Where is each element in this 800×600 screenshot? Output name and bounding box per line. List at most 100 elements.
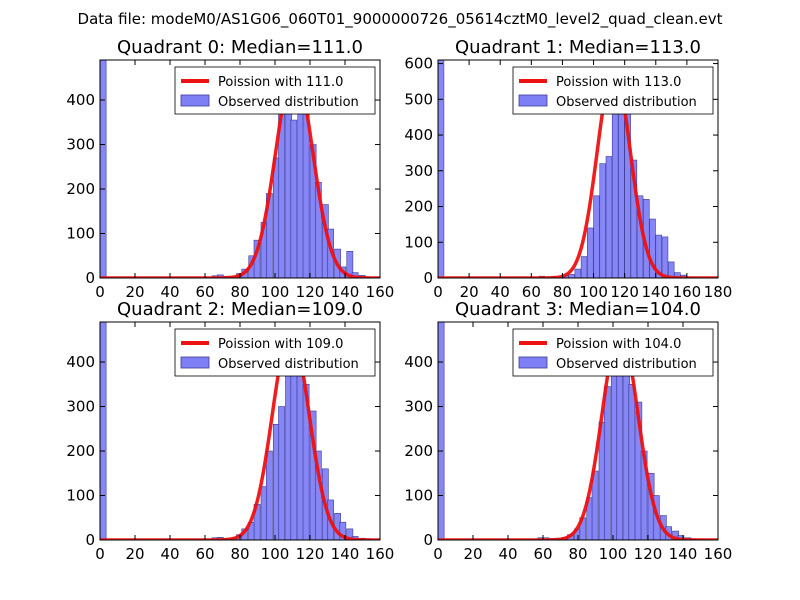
axes-frame [437, 59, 719, 279]
x-tick-label: 60 [522, 283, 541, 301]
x-tick-label: 100 [261, 545, 290, 563]
x-tick-label: 0 [433, 283, 443, 301]
panel-title: Quadrant 3: Median=104.0 [455, 299, 701, 320]
quadrant-2-panel: Quadrant 2: Median=109.0 0 20 40 60 80 100 120… [66, 299, 394, 563]
x-tick-label: 40 [160, 545, 179, 563]
legend-label-observed: Observed distribution [218, 357, 359, 372]
histogram-bar [628, 383, 636, 540]
histogram-bar [655, 234, 662, 278]
y-tick-label: 200 [66, 180, 95, 198]
histogram-bar [290, 119, 298, 278]
x-tick-label: 140 [669, 545, 698, 563]
y-tick-label: 200 [66, 442, 95, 460]
legend-label-observed: Observed distribution [218, 95, 359, 110]
x-tick-label: 80 [230, 283, 249, 301]
x-tick-label: 20 [463, 545, 482, 563]
x-tick-label: 0 [433, 545, 443, 563]
histogram-bar [574, 268, 582, 278]
x-tick-label: 80 [553, 283, 572, 301]
x-tick-label: 0 [95, 545, 105, 563]
x-tick-label: 80 [568, 545, 587, 563]
histogram-bar [568, 274, 575, 278]
x-tick-label: 40 [160, 283, 179, 301]
x-tick-label: 140 [331, 545, 360, 563]
y-tick-label: 0 [423, 531, 433, 549]
x-tick-label: 40 [498, 545, 517, 563]
histogram-bar [605, 156, 613, 278]
histogram-bar [346, 528, 354, 540]
y-tick-label: 300 [66, 398, 95, 416]
histogram-bar [611, 102, 619, 278]
x-tick-label: 60 [195, 545, 214, 563]
histogram-bar [100, 60, 107, 278]
histogram-bar [649, 218, 656, 278]
quadrant-1-panel: Quadrant 1: Median=113.0 0 20 40 60 80 100 120… [404, 37, 732, 301]
histogram-bar [661, 236, 669, 278]
legend-label-poisson: Poission with 113.0 [556, 75, 681, 90]
legend-label-observed: Observed distribution [556, 357, 697, 372]
figure-suptitle: Data file: modeM0/AS1G06_060T01_90000007… [78, 10, 723, 29]
x-tick-label: 140 [331, 283, 360, 301]
histogram-bar [278, 406, 285, 540]
quadrant-3-panel: Quadrant 3: Median=104.0 0 20 40 60 80 100 120… [404, 299, 732, 563]
x-tick-label: 20 [125, 545, 144, 563]
histogram-bar [630, 159, 638, 278]
y-tick-label: 400 [66, 353, 95, 371]
x-tick-label: 160 [366, 283, 395, 301]
histogram-bar [667, 261, 675, 278]
x-tick-label: 60 [533, 545, 552, 563]
histogram-bar [265, 450, 273, 540]
y-tick-label: 0 [423, 269, 433, 287]
histogram-bar [438, 322, 445, 540]
x-tick-label: 120 [610, 283, 639, 301]
legend-bar-swatch [180, 356, 210, 369]
legend: Poission with 111.0 Observed distribution [174, 66, 376, 115]
histogram-bar [339, 521, 347, 540]
x-tick-label: 100 [579, 283, 608, 301]
legend-bar-swatch [518, 356, 548, 369]
legend-label-poisson: Poission with 109.0 [218, 337, 343, 352]
x-tick-label: 140 [641, 283, 670, 301]
histogram-bar [674, 272, 681, 278]
x-tick-label: 160 [366, 545, 395, 563]
x-tick-label: 160 [673, 283, 702, 301]
y-tick-label: 100 [66, 487, 95, 505]
y-tick-label: 600 [404, 55, 433, 73]
panel-title: Quadrant 1: Median=113.0 [455, 37, 701, 58]
bars-layer [438, 322, 718, 540]
x-tick-label: 80 [230, 545, 249, 563]
histogram-bar [580, 256, 588, 278]
y-tick-label: 300 [404, 162, 433, 180]
histogram-bar [587, 227, 594, 278]
y-tick-label: 100 [66, 225, 95, 243]
histogram-bar [438, 60, 445, 278]
legend-bar-swatch [180, 94, 210, 107]
histogram-bar [290, 368, 298, 540]
quadrant-0-panel: Quadrant 0: Median=111.0 0 20 40 60 80 100 120… [66, 37, 394, 301]
y-tick-label: 300 [66, 136, 95, 154]
poisson-curve [438, 329, 718, 540]
x-tick-label: 120 [296, 545, 325, 563]
x-tick-label: 60 [195, 283, 214, 301]
y-tick-label: 400 [66, 91, 95, 109]
y-tick-label: 200 [404, 198, 433, 216]
y-tick-label: 100 [404, 233, 433, 251]
y-tick-label: 0 [85, 531, 95, 549]
x-tick-label: 40 [491, 283, 510, 301]
y-tick-label: 500 [404, 90, 433, 108]
panel-title: Quadrant 2: Median=109.0 [117, 299, 363, 320]
legend: Poission with 104.0 Observed distribution [512, 328, 714, 377]
y-tick-label: 100 [404, 487, 433, 505]
legend-bar-swatch [518, 94, 548, 107]
histogram-bar [100, 322, 107, 540]
legend-label-poisson: Poission with 111.0 [218, 75, 343, 90]
x-tick-label: 0 [95, 283, 105, 301]
y-tick-label: 0 [85, 269, 95, 287]
x-tick-label: 20 [460, 283, 479, 301]
legend-label-observed: Observed distribution [556, 95, 697, 110]
panel-title: Quadrant 0: Median=111.0 [117, 37, 363, 58]
legend-label-poisson: Poission with 104.0 [556, 337, 681, 352]
y-tick-label: 400 [404, 126, 433, 144]
legend: Poission with 113.0 Observed distribution [512, 66, 714, 115]
